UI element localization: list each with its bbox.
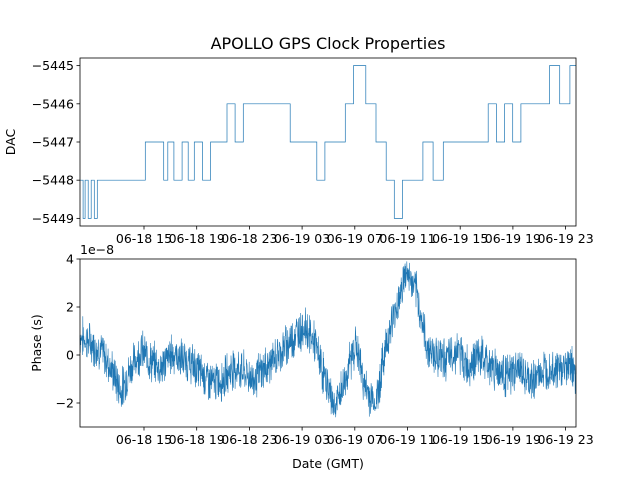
dac-x-tick-label: 06-19 11	[379, 231, 435, 246]
dac-x-tick-label: 06-19 07	[327, 231, 383, 246]
phase-y-label: Phase (s)	[29, 314, 44, 372]
dac-y-ticks: −5449 −5448 −5447 −5446 −5445	[32, 58, 80, 226]
dac-axes-frame	[79, 57, 577, 227]
phase-y-tick-label: −2	[56, 396, 74, 411]
phase-axes-frame	[79, 258, 577, 428]
phase-x-tick-label: 06-19 07	[327, 432, 383, 447]
phase-series-group	[79, 261, 577, 418]
dac-x-tick-label: 06-19 23	[537, 231, 593, 246]
phase-x-label: Date (GMT)	[292, 456, 364, 471]
dac-y-tick-label: −5449	[32, 211, 74, 226]
phase-y-tick-label: 0	[66, 348, 74, 363]
dac-x-tick-label: 06-19 19	[485, 231, 541, 246]
phase-series-line	[79, 261, 577, 418]
phase-plot-area	[80, 259, 576, 427]
phase-x-tick-label: 06-18 15	[116, 432, 172, 447]
dac-x-tick-label: 06-19 03	[274, 231, 330, 246]
dac-x-tick-label: 06-18 15	[116, 231, 172, 246]
phase-x-tick-label: 06-18 19	[169, 432, 225, 447]
dac-x-tick-label: 06-19 15	[432, 231, 488, 246]
dac-y-tick-label: −5446	[32, 96, 74, 111]
phase-y-tick-label: 4	[66, 252, 74, 267]
phase-y-ticks: −2 0 2 4	[56, 252, 80, 411]
phase-y-tick-label: 2	[66, 300, 74, 315]
dac-series-group	[80, 65, 576, 219]
dac-y-label: DAC	[3, 128, 18, 155]
dac-series-line	[80, 65, 576, 219]
dac-y-tick-label: −5448	[32, 173, 74, 188]
phase-x-tick-label: 06-19 19	[485, 432, 541, 447]
phase-x-tick-label: 06-18 23	[221, 432, 277, 447]
phase-x-tick-label: 06-19 15	[432, 432, 488, 447]
dac-x-tick-label: 06-18 19	[169, 231, 225, 246]
dac-x-tick-label: 06-18 23	[221, 231, 277, 246]
phase-x-tick-label: 06-19 11	[379, 432, 435, 447]
dac-axes: −5449−5448−5447−5446−5445 06-18 1506-18 …	[3, 57, 594, 246]
phase-x-tick-label: 06-19 23	[537, 432, 593, 447]
phase-x-tick-label: 06-19 03	[274, 432, 330, 447]
dac-y-tick-label: −5445	[32, 58, 74, 73]
chart-title: APOLLO GPS Clock Properties	[211, 34, 446, 53]
dac-y-tick-label: −5447	[32, 135, 74, 150]
phase-offset-label: 1e−8	[80, 242, 114, 257]
